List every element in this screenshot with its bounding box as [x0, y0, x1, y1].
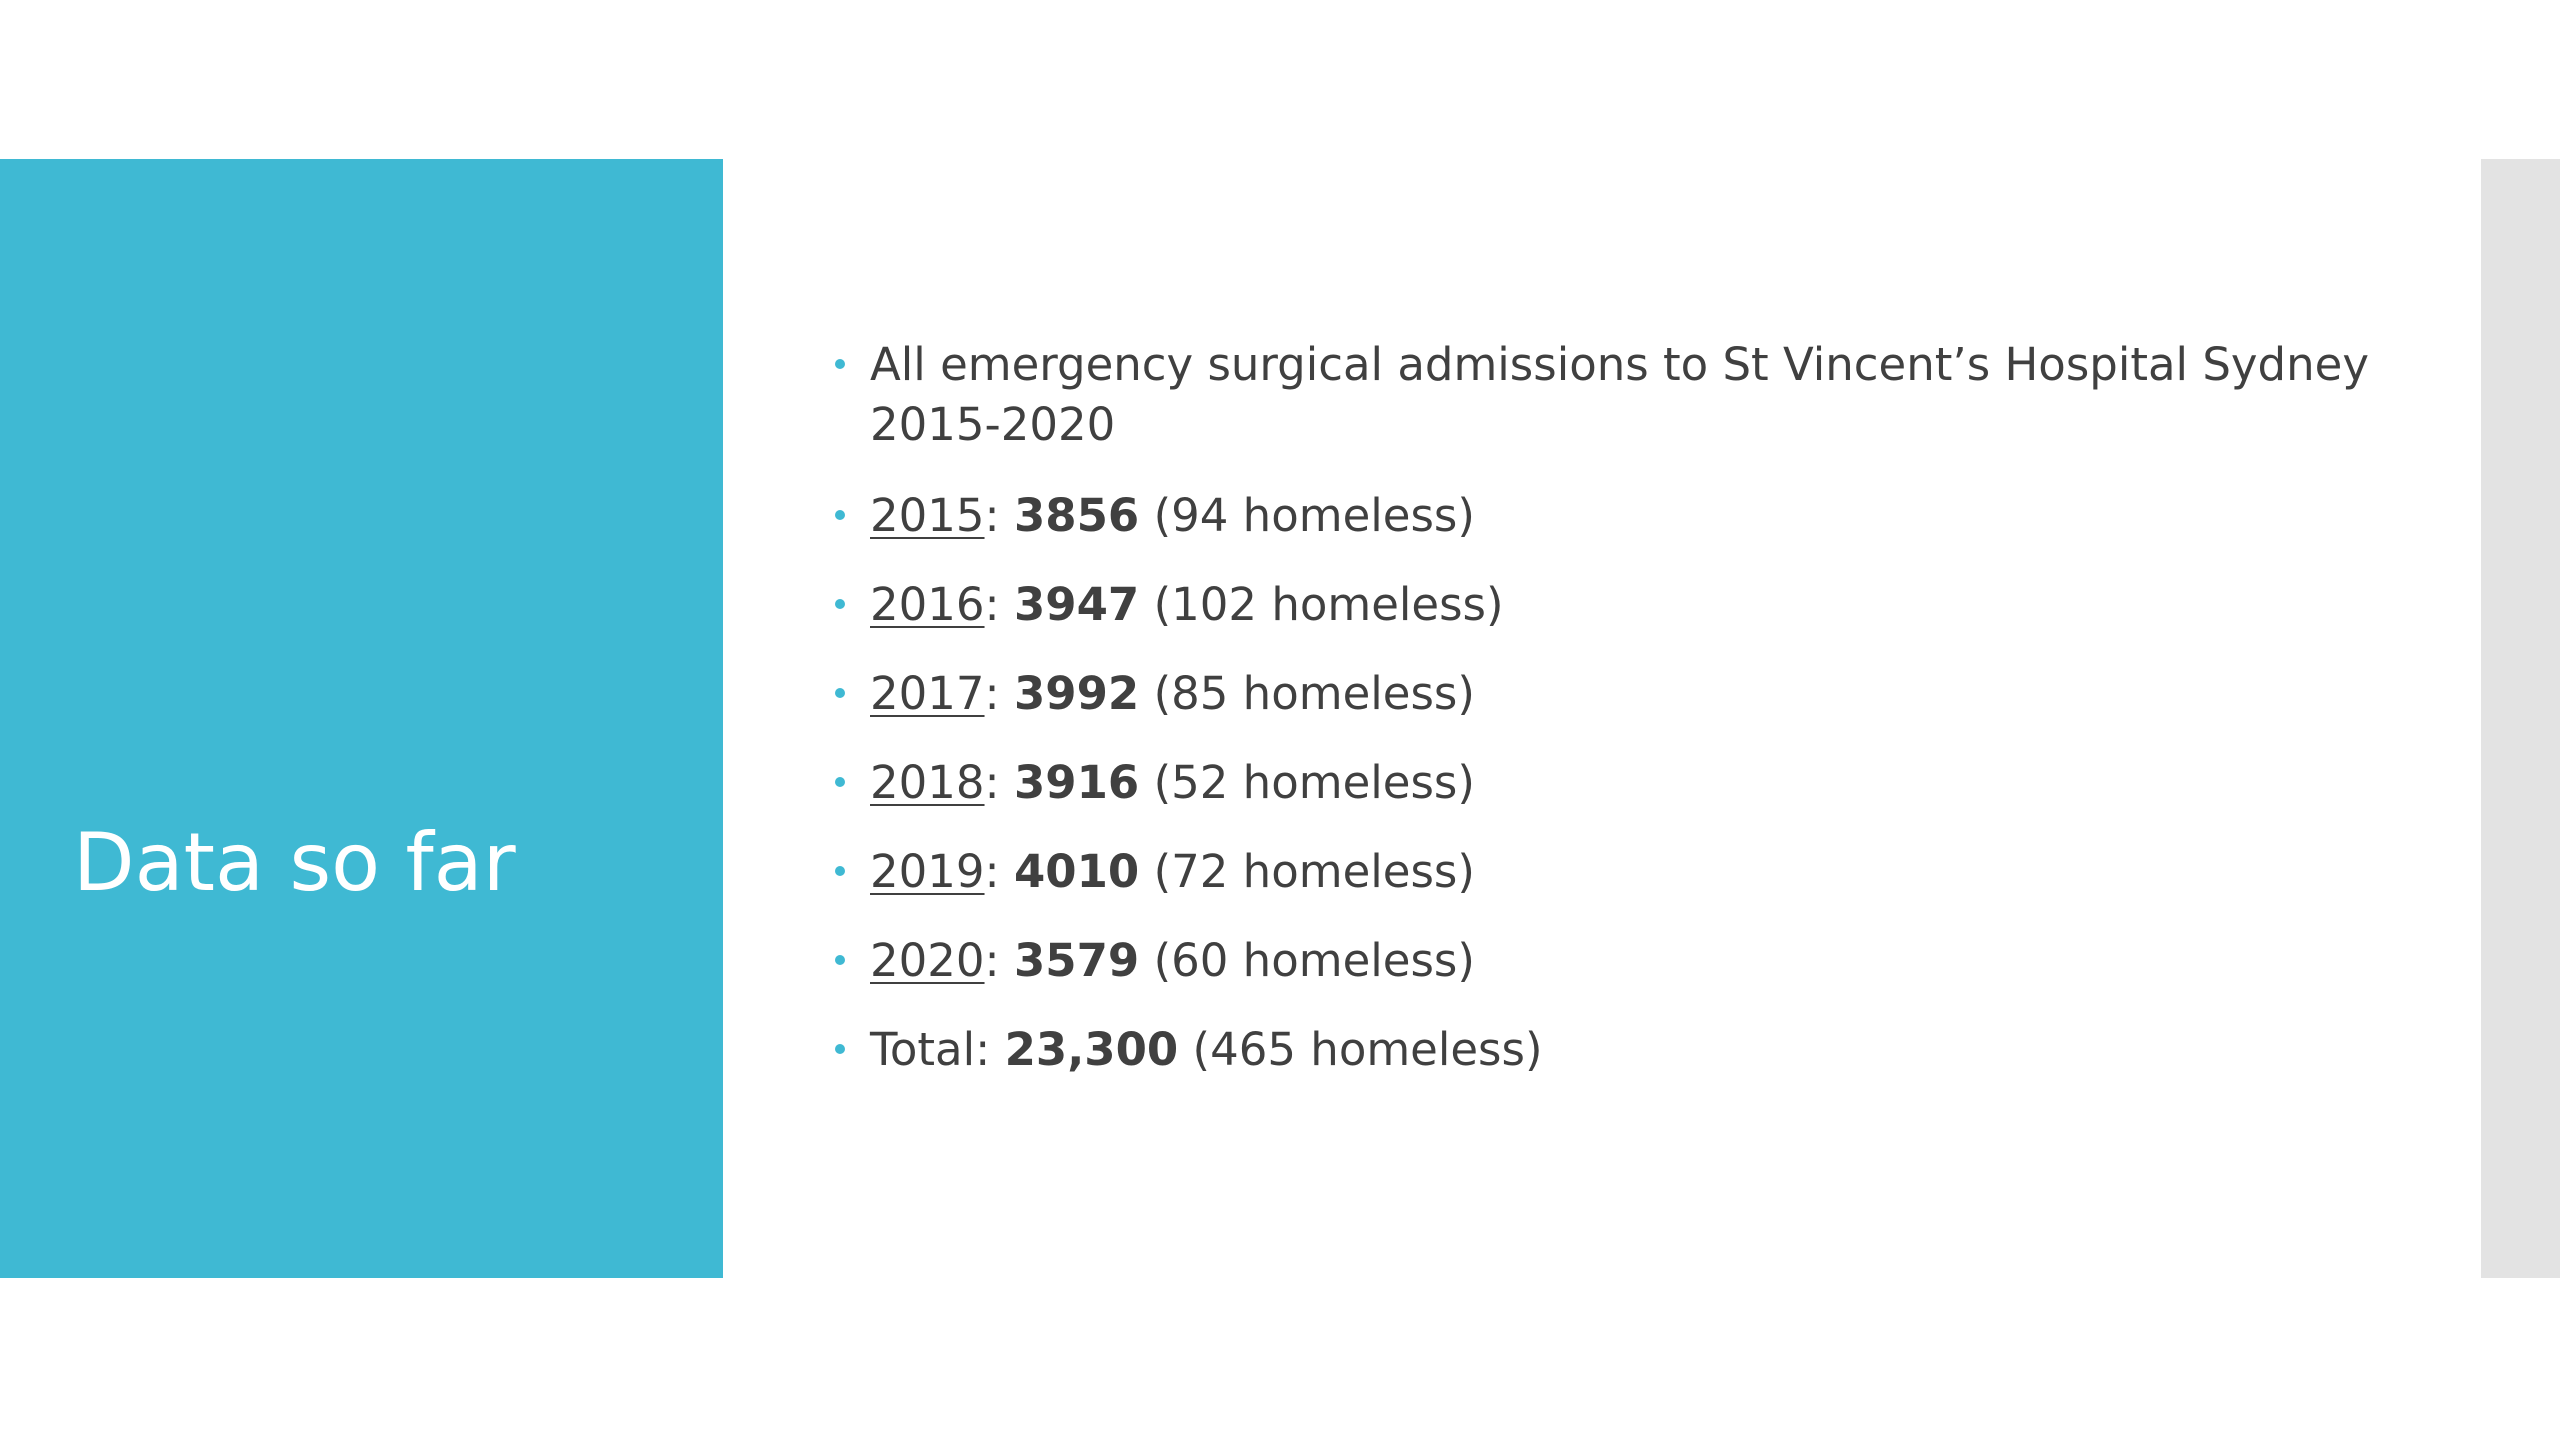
title-panel: Data so far [0, 159, 723, 1278]
bullet-year-2015: 2015: 3856 (94 homeless) [830, 486, 2390, 546]
bullet-total: Total: 23,300 (465 homeless) [830, 1020, 2390, 1080]
admission-count: 3992 [1014, 667, 1140, 720]
year-label: 2020 [870, 934, 985, 987]
total-label: Total [870, 1023, 976, 1076]
homeless-count: (52 homeless) [1153, 756, 1475, 809]
admission-count: 3947 [1014, 578, 1140, 631]
bullet-intro-text: All emergency surgical admissions to St … [870, 338, 2369, 451]
bullet-year-2017: 2017: 3992 (85 homeless) [830, 664, 2390, 724]
admission-count: 3916 [1014, 756, 1140, 809]
year-label: 2016 [870, 578, 985, 631]
admission-count: 4010 [1014, 845, 1140, 898]
slide-title: Data so far [73, 816, 516, 909]
total-homeless-count: (465 homeless) [1192, 1023, 1543, 1076]
bullet-year-2019: 2019: 4010 (72 homeless) [830, 842, 2390, 902]
bullet-dot-icon [835, 599, 845, 609]
year-label: 2018 [870, 756, 985, 809]
bullet-dot-icon [835, 866, 845, 876]
right-accent-bar [2481, 159, 2560, 1278]
bullet-intro: All emergency surgical admissions to St … [830, 335, 2390, 455]
year-label: 2019 [870, 845, 985, 898]
bullet-dot-icon [835, 955, 845, 965]
admission-count: 3579 [1014, 934, 1140, 987]
bullet-dot-icon [835, 510, 845, 520]
total-count: 23,300 [1004, 1023, 1179, 1076]
bullet-year-2016: 2016: 3947 (102 homeless) [830, 575, 2390, 635]
bullet-year-2018: 2018: 3916 (52 homeless) [830, 753, 2390, 813]
bullet-dot-icon [835, 777, 845, 787]
bullet-dot-icon [835, 1044, 845, 1054]
homeless-count: (102 homeless) [1153, 578, 1504, 631]
year-label: 2017 [870, 667, 985, 720]
bullet-dot-icon [835, 359, 845, 369]
bullet-list: All emergency surgical admissions to St … [830, 335, 2390, 1109]
bullet-year-2020: 2020: 3579 (60 homeless) [830, 931, 2390, 991]
homeless-count: (94 homeless) [1153, 489, 1475, 542]
bullet-dot-icon [835, 688, 845, 698]
homeless-count: (85 homeless) [1153, 667, 1475, 720]
admission-count: 3856 [1014, 489, 1140, 542]
year-label: 2015 [870, 489, 985, 542]
homeless-count: (72 homeless) [1153, 845, 1475, 898]
homeless-count: (60 homeless) [1153, 934, 1475, 987]
